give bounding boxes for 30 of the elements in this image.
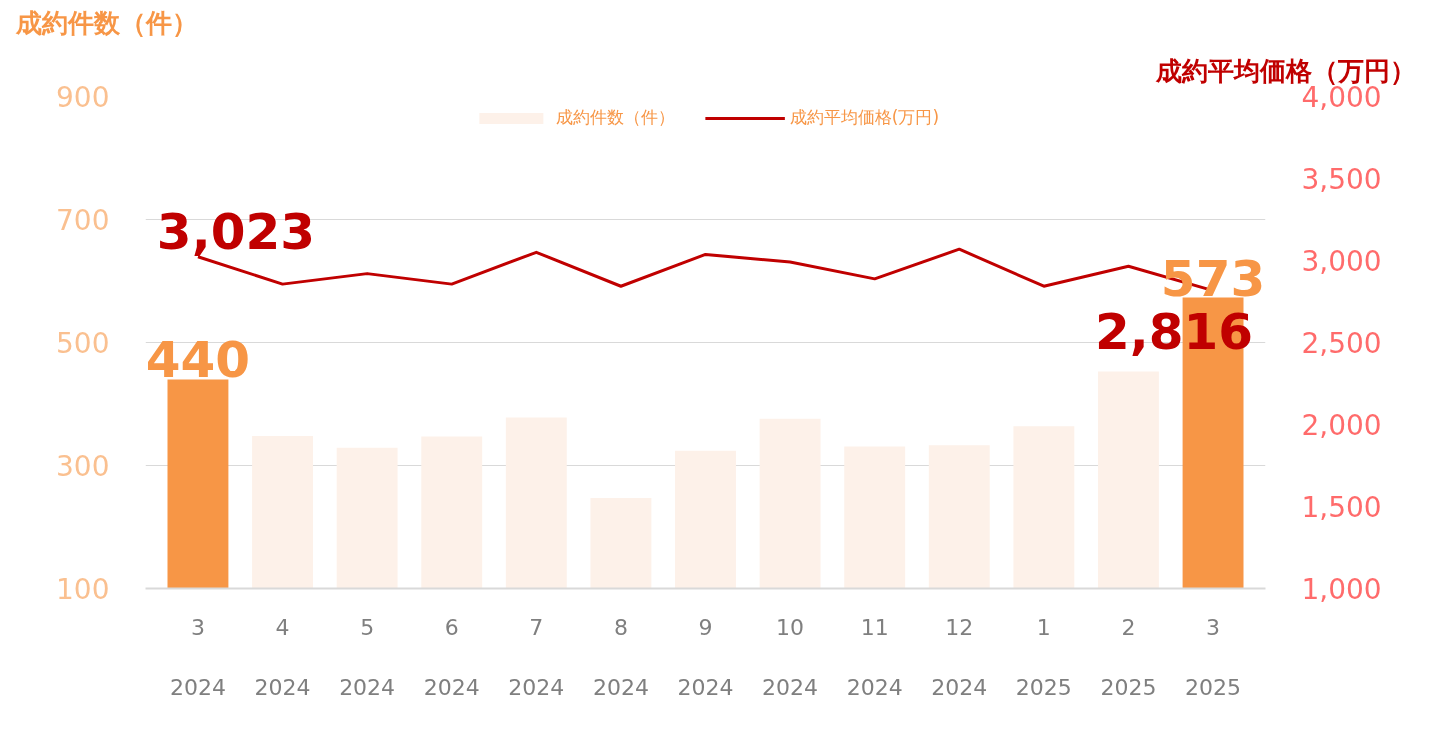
category-label: 7 2024 <box>508 614 565 700</box>
category-label: 2 2025 <box>1100 614 1157 700</box>
y2-tick-label: 2,500 <box>1301 327 1382 360</box>
y2-tick-label: 3,500 <box>1301 163 1382 196</box>
category-label: 3 2025 <box>1185 614 1242 700</box>
category-label: 1 2025 <box>1015 614 1072 700</box>
y-tick-label: 300 <box>56 450 110 483</box>
category-label: 10 2024 <box>762 614 819 700</box>
legend-label: 成約平均価格(万円) <box>789 106 940 129</box>
category-label: 4 2024 <box>254 614 311 700</box>
y-tick-label: 900 <box>56 81 110 114</box>
category-label: 8 2024 <box>592 614 649 700</box>
y-axis-title: 成約件数（件） <box>14 7 198 38</box>
data-label: 440 <box>145 331 251 390</box>
legend-label: 成約件数（件） <box>555 106 675 129</box>
category-label: 5 2024 <box>339 614 396 700</box>
y-tick-label: 500 <box>56 327 110 360</box>
y-tick-label: 100 <box>56 573 110 606</box>
y2-tick-label: 3,000 <box>1301 245 1382 278</box>
category-label: 3 2024 <box>169 614 226 700</box>
category-label: 6 2024 <box>423 614 480 700</box>
category-label: 12 2024 <box>931 614 988 700</box>
category-label: 11 2024 <box>846 614 903 700</box>
category-label: 9 2024 <box>677 614 734 700</box>
data-label: 3,023 <box>156 202 316 261</box>
data-label: 573 <box>1160 249 1266 308</box>
y2-tick-label: 2,000 <box>1301 409 1382 442</box>
y2-tick-label: 1,500 <box>1301 491 1382 524</box>
y2-tick-label: 1,000 <box>1301 573 1382 606</box>
y-tick-label: 700 <box>56 204 110 237</box>
